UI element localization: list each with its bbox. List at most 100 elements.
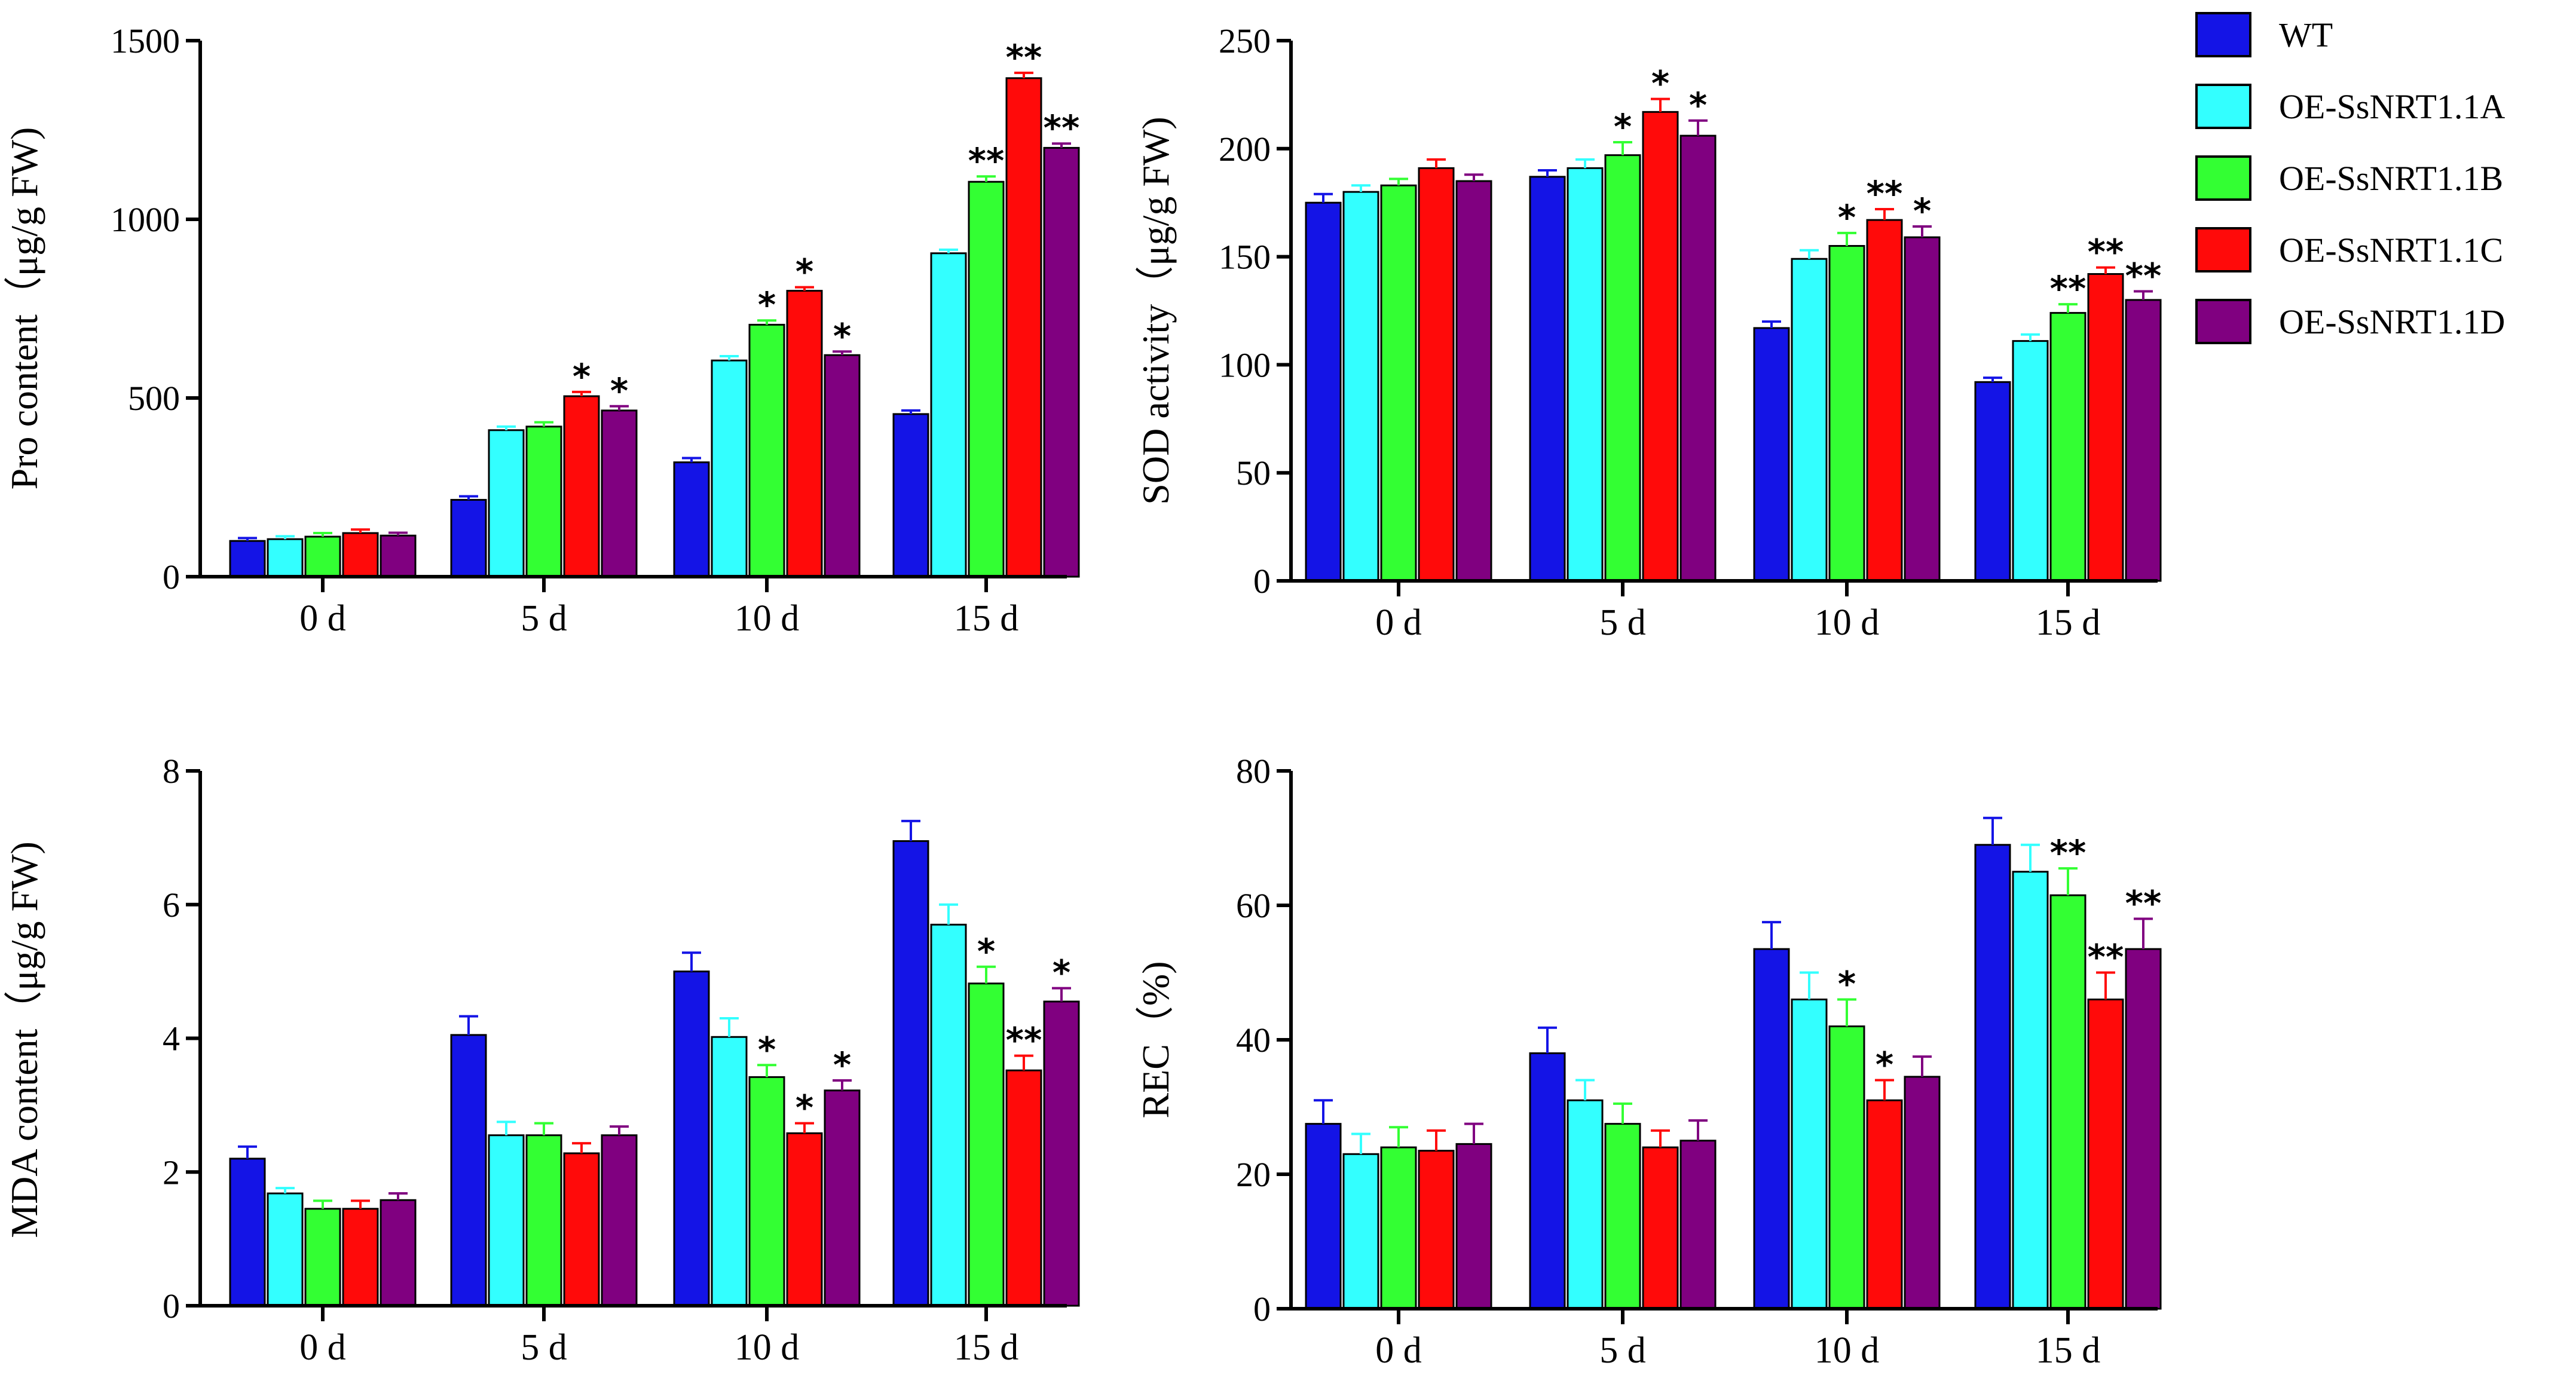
pro-x-tick-label: 5 d: [521, 598, 567, 639]
rec-x-tick-label: 5 d: [1599, 1330, 1646, 1371]
sod-bar: [1604, 154, 1641, 582]
rec-bar: [1642, 1146, 1679, 1310]
rec-bar: [1567, 1099, 1604, 1310]
sod-bar: [2125, 299, 2162, 582]
sod-bar: [1974, 381, 2011, 582]
mda-y-tick-label: 2: [163, 1153, 180, 1192]
mda-bar: [380, 1199, 417, 1307]
mda-significance: *: [1053, 953, 1070, 993]
rec-bar: [1604, 1123, 1641, 1310]
mda-bar: [711, 1036, 748, 1307]
mda-significance: *: [796, 1088, 813, 1128]
pro-significance: **: [1044, 108, 1080, 148]
legend-swatch: [2195, 155, 2251, 201]
pro-bar: [786, 290, 823, 578]
pro-significance: *: [573, 356, 591, 397]
sod-y-tick-label: 0: [1253, 562, 1271, 601]
rec-x-tick-label: 0 d: [1375, 1330, 1422, 1371]
rec-y-tick-label: 40: [1236, 1021, 1271, 1060]
rec-significance: *: [1876, 1045, 1893, 1085]
pro-bar: [304, 535, 341, 578]
rec-bar: [2012, 871, 2049, 1310]
pro-significance: *: [796, 252, 813, 292]
pro-y-tick-label: 500: [128, 379, 180, 418]
pro-bar: [450, 498, 487, 578]
pro-bar: [930, 252, 967, 578]
pro-bar: [488, 429, 525, 578]
mda-bar: [488, 1134, 525, 1307]
mda-bar: [525, 1134, 562, 1307]
pro-bar: [563, 395, 600, 578]
mda-bar: [824, 1089, 861, 1307]
legend-swatch: [2195, 299, 2251, 344]
rec-bar: [1828, 1025, 1865, 1310]
pro-significance: *: [833, 316, 851, 356]
rec-x-tick-label: 10 d: [1815, 1330, 1880, 1371]
sod-y-axis-label: SOD activity（μg/g FW): [1134, 117, 1177, 504]
sod-significance: *: [1614, 106, 1632, 147]
pro-bar: [267, 538, 304, 578]
sod-bar: [1529, 176, 1566, 582]
rec-bar: [2049, 894, 2087, 1310]
sod-bar: [2049, 312, 2087, 582]
legend-label: OE-SsNRT1.1D: [2279, 302, 2505, 341]
mda-bar: [748, 1076, 785, 1307]
rec-x-tick-label: 15 d: [2036, 1330, 2101, 1371]
mda-bar: [563, 1152, 600, 1307]
mda-bar: [786, 1132, 823, 1307]
pro-y-tick-label: 1500: [111, 22, 180, 60]
sod-bar: [1904, 236, 1941, 582]
rec-significance: **: [2125, 883, 2162, 924]
rec-bar: [1866, 1099, 1903, 1310]
pro-bar: [342, 532, 379, 578]
mda-x-tick-label: 10 d: [735, 1327, 800, 1368]
sod-x-tick-label: 0 d: [1375, 602, 1422, 643]
sod-bar: [1380, 184, 1417, 582]
sod-significance: *: [1651, 63, 1669, 104]
mda-bar: [673, 970, 710, 1307]
mda-x-tick-label: 0 d: [299, 1327, 346, 1368]
rec-significance: *: [1838, 964, 1856, 1005]
rec-bar: [1455, 1143, 1492, 1310]
rec-y-axis-label: REC（%): [1134, 961, 1177, 1118]
mda-bar: [229, 1158, 266, 1307]
legend-label: OE-SsNRT1.1C: [2279, 231, 2503, 270]
sod-x-tick-label: 10 d: [1815, 602, 1880, 643]
mda-x-tick-label: 15 d: [954, 1327, 1019, 1368]
pro-bar: [1043, 146, 1080, 578]
rec-bar: [1342, 1153, 1379, 1310]
sod-significance: *: [1689, 85, 1707, 125]
legend-item: OE-SsNRT1.1A: [2195, 84, 2505, 129]
pro-significance: **: [968, 140, 1005, 181]
pro-bar: [673, 461, 710, 578]
pro-y-tick-label: 0: [163, 558, 180, 596]
pro-bar: [892, 413, 929, 578]
pro-y-axis-label: Pro content（μg/g FW): [3, 127, 45, 490]
legend-swatch: [2195, 84, 2251, 129]
pro-bar: [601, 409, 638, 578]
sod-bar: [1679, 134, 1717, 582]
mda-bar: [892, 840, 929, 1307]
mda-bar: [342, 1208, 379, 1307]
pro-bar: [711, 359, 748, 578]
pro-bar: [968, 180, 1005, 578]
rec-bar: [1904, 1076, 1941, 1310]
mda-bar: [930, 923, 967, 1307]
legend-swatch: [2195, 227, 2251, 272]
rec-bar: [1791, 999, 1828, 1310]
rec-bar: [2125, 948, 2162, 1310]
sod-y-tick-label: 200: [1219, 130, 1271, 169]
legend-item: OE-SsNRT1.1C: [2195, 227, 2503, 272]
mda-bar: [968, 982, 1005, 1307]
sod-y-tick-label: 100: [1219, 345, 1271, 384]
pro-y-tick-label: 1000: [111, 200, 180, 239]
mda-significance: *: [977, 931, 995, 972]
rec-bar: [1380, 1146, 1417, 1310]
sod-bar: [1455, 180, 1492, 582]
pro-bar: [824, 354, 861, 578]
sod-bar: [1828, 245, 1865, 582]
pro-bar: [1005, 77, 1042, 578]
